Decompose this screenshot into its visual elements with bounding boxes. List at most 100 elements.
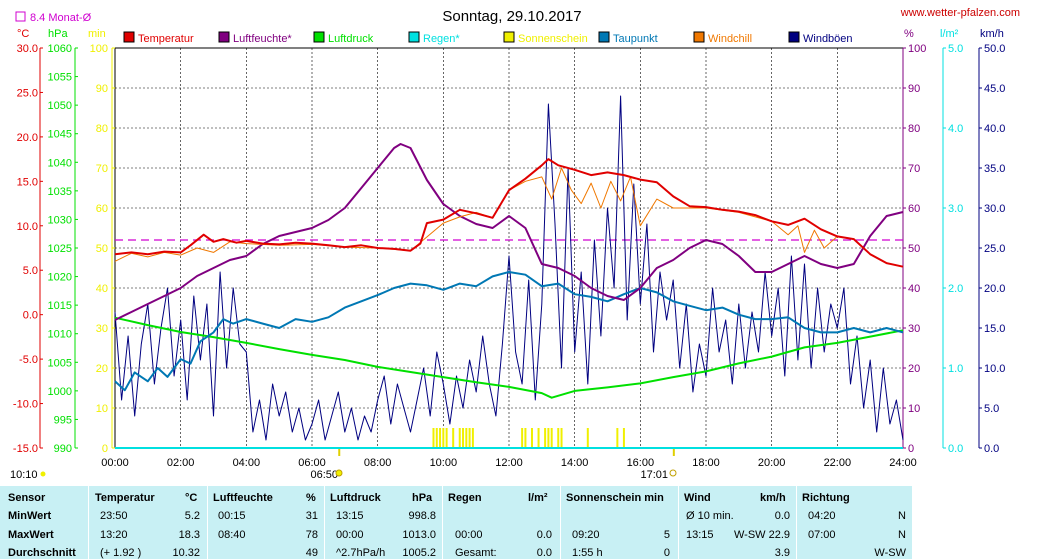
axis-tick-label: 1020	[48, 272, 72, 284]
legend-label-taupunkt: Taupunkt	[613, 33, 658, 45]
axis-tick-label: 50.0	[984, 43, 1005, 55]
sunshine-bar	[452, 428, 455, 448]
sunshine-bar	[560, 428, 563, 448]
axis-tick-label: 1.0	[948, 363, 963, 375]
axis-tick-label: 40	[96, 283, 108, 295]
series-line-luftdruck	[114, 316, 904, 399]
col-header-richtung: Richtung	[802, 492, 850, 504]
sunshine-bar	[432, 428, 435, 448]
axis-tick-label: 1015	[48, 300, 72, 312]
sunshine-bar	[439, 428, 442, 448]
axis-tick-label: 5.0	[948, 43, 963, 55]
axis-tick-label: 1055	[48, 72, 72, 84]
axis-tick-label: 30	[908, 323, 920, 335]
col-header-wind-unit: km/h	[760, 492, 786, 504]
sunshine-bar	[550, 428, 553, 448]
legend-label-luftdruck: Luftdruck	[328, 33, 374, 45]
x-tick-label: 16:00	[627, 457, 655, 469]
axis-tick-label: 1030	[48, 214, 72, 226]
sunrise-time: 06:50	[310, 469, 338, 481]
sunshine-bar	[544, 428, 547, 448]
table-cell: 5.2	[184, 510, 200, 522]
table-divider	[324, 486, 325, 559]
sunshine-bar	[458, 428, 461, 448]
legend-swatch-taupunkt	[598, 31, 610, 43]
x-tick-label: 00:00	[101, 457, 129, 469]
legend-swatch-luftdruck	[313, 31, 325, 43]
legend-label-temperatur: Temperatur	[138, 33, 194, 45]
legend-swatch-windboeen	[788, 31, 800, 43]
table-divider	[560, 486, 561, 559]
table-cell: 1005.2	[402, 547, 436, 559]
sunshine-bar	[521, 428, 524, 448]
x-tick-label: 06:00	[298, 457, 326, 469]
table-divider	[442, 486, 443, 559]
x-tick-label: 18:00	[692, 457, 720, 469]
sun-icon	[335, 469, 343, 477]
sunshine-bar	[586, 428, 589, 448]
axis-tick-label: 5.0	[984, 403, 999, 415]
legend-swatch-luftfeuchte	[218, 31, 230, 43]
axis-unit-label: min	[88, 28, 106, 40]
axis-tick-label: 0.0	[948, 443, 963, 455]
table-cell: 13:20	[100, 529, 128, 541]
chart-title: Sonntag, 29.10.2017	[442, 8, 581, 25]
series-line-taupunkt	[114, 271, 904, 392]
axis-tick-label: 35.0	[984, 163, 1005, 175]
axis-tick-label: -15.0	[13, 443, 38, 455]
table-cell: 31	[305, 510, 318, 522]
axis-tick-label: 80	[96, 123, 108, 135]
sunshine-bar	[445, 428, 448, 448]
table-divider	[678, 486, 679, 559]
col-header-luftdruck: Luftdruck	[330, 492, 381, 504]
axis-tick-label: 30	[96, 323, 108, 335]
axis-unit-label: km/h	[980, 28, 1004, 40]
axis-unit-label: %	[904, 28, 914, 40]
sunshine-bar	[468, 428, 471, 448]
sunshine-bar	[471, 428, 474, 448]
sunshine-bar	[462, 428, 465, 448]
sunshine-bar	[435, 428, 438, 448]
table-cell: Gesamt:	[455, 547, 497, 559]
sunshine-bar	[465, 428, 468, 448]
legend-label-windboeen: Windböen	[803, 33, 853, 45]
table-cell: 10.32	[172, 547, 200, 559]
col-header-press-unit: hPa	[412, 492, 433, 504]
statistics-table: Sensor Temperatur °C Luftfeuchte % Luftd…	[0, 486, 912, 559]
table-cell: 00:00	[455, 529, 483, 541]
series-line-temperatur	[114, 158, 904, 268]
weather-chart: 30.0 25.0 20.0 15.0 10.0 5.0 0.0 -5.0 -10.0 -15.0…	[10, 7, 1020, 481]
month-avg-icon	[15, 11, 26, 22]
col-header-temp-unit: °C	[185, 492, 198, 504]
table-cell: W-SW	[874, 547, 906, 559]
col-header-wind: Wind	[684, 492, 711, 504]
table-cell: 0.0	[536, 547, 552, 559]
x-tick-label: 12:00	[495, 457, 523, 469]
x-tick-label: 02:00	[167, 457, 195, 469]
col-header-hum-unit: %	[306, 492, 316, 504]
sunshine-bar	[616, 428, 619, 448]
row-label: MinWert	[8, 510, 52, 522]
axis-tick-label: 990	[54, 443, 72, 455]
table-cell: 0	[663, 547, 670, 559]
axis-tick-label: 50	[96, 243, 108, 255]
axis-tick-label: 40	[908, 283, 920, 295]
table-cell: 49	[305, 547, 318, 559]
axis-tick-label: 25.0	[17, 87, 38, 99]
axis-tick-label: 10	[908, 403, 920, 415]
axis-tick-label: 50	[908, 243, 920, 255]
website-link: www.wetter-pfalzen.com	[900, 7, 1020, 19]
table-cell: 23:50	[100, 510, 128, 522]
sunset-time: 17:01	[640, 469, 668, 481]
axis-tick-label: 10.0	[17, 221, 38, 233]
axis-tick-label: 1005	[48, 357, 72, 369]
x-tick-label: 22:00	[824, 457, 852, 469]
table-cell: 78	[305, 529, 318, 541]
axis-tick-label: 4.0	[948, 123, 963, 135]
x-tick-label: 24:00	[889, 457, 917, 469]
sun-icon	[40, 471, 46, 477]
axis-tick-label: 1035	[48, 186, 72, 198]
table-cell: 1013.0	[402, 529, 436, 541]
table-cell: W-SW 22.9	[733, 529, 790, 541]
axis-unit-label: °C	[17, 28, 29, 40]
